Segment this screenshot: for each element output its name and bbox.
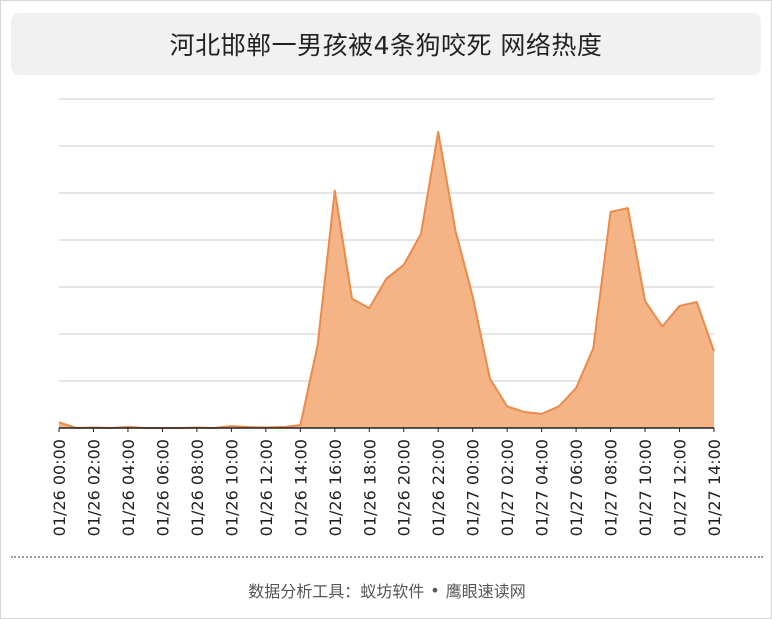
x-tick-label: 01/26 10:00 <box>222 439 241 536</box>
x-tick-label: 01/26 22:00 <box>429 439 448 536</box>
x-tick-label: 01/26 00:00 <box>50 439 69 536</box>
x-tick-label: 01/26 08:00 <box>188 439 207 536</box>
title-bar: 河北邯郸一男孩被4条狗咬死 网络热度 <box>11 13 761 75</box>
x-tick-label: 01/27 00:00 <box>464 439 483 536</box>
footer: 数据分析工具：蚁坊软件 • 鹰眼速读网 <box>1 577 772 603</box>
x-tick-label: 01/27 06:00 <box>567 439 586 536</box>
footer-source-label: 鹰眼速读网 <box>445 582 526 601</box>
x-tick-label: 01/27 12:00 <box>671 439 690 536</box>
x-tick-label: 01/27 14:00 <box>705 439 724 536</box>
x-tick-label: 01/27 10:00 <box>636 439 655 536</box>
x-tick-label: 01/26 02:00 <box>84 439 103 536</box>
chart-title: 河北邯郸一男孩被4条狗咬死 网络热度 <box>169 31 603 60</box>
x-tick-label: 01/27 08:00 <box>602 439 621 536</box>
footer-separator: • <box>430 580 440 600</box>
x-tick-label: 01/27 02:00 <box>498 439 517 536</box>
x-tick-label: 01/26 14:00 <box>291 439 310 536</box>
x-tick-label: 01/26 12:00 <box>257 439 276 536</box>
x-tick-label: 01/26 06:00 <box>153 439 172 536</box>
x-tick-label: 01/26 18:00 <box>360 439 379 536</box>
x-tick-label: 01/26 20:00 <box>395 439 414 536</box>
area-chart: 01/26 00:00 01/26 02:00 01/26 04:00 01/26 0… <box>50 98 724 536</box>
area-series <box>58 130 715 429</box>
x-tick-label: 01/27 04:00 <box>533 439 552 536</box>
x-tick-label: 01/26 04:00 <box>119 439 138 536</box>
x-tick-labels: 01/26 00:00 01/26 02:00 01/26 04:00 01/26 0… <box>50 439 724 536</box>
x-tick-label: 01/26 16:00 <box>326 439 345 536</box>
x-axis <box>58 427 715 432</box>
footer-tool-label: 数据分析工具：蚁坊软件 <box>248 582 425 601</box>
footer-divider <box>11 556 763 558</box>
